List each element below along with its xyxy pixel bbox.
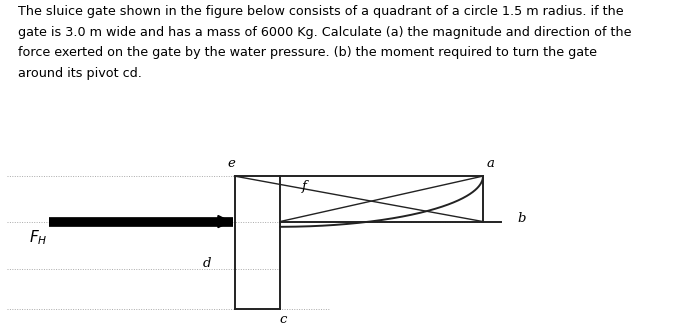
Text: e: e	[227, 157, 235, 170]
Text: a: a	[486, 157, 494, 170]
Text: The sluice gate shown in the figure below consists of a quadrant of a circle 1.5: The sluice gate shown in the figure belo…	[18, 5, 631, 80]
Text: b: b	[517, 212, 526, 224]
Text: f: f	[302, 180, 307, 193]
Text: c: c	[280, 313, 287, 326]
Text: $F_H$: $F_H$	[29, 228, 48, 247]
Text: d: d	[202, 257, 211, 270]
